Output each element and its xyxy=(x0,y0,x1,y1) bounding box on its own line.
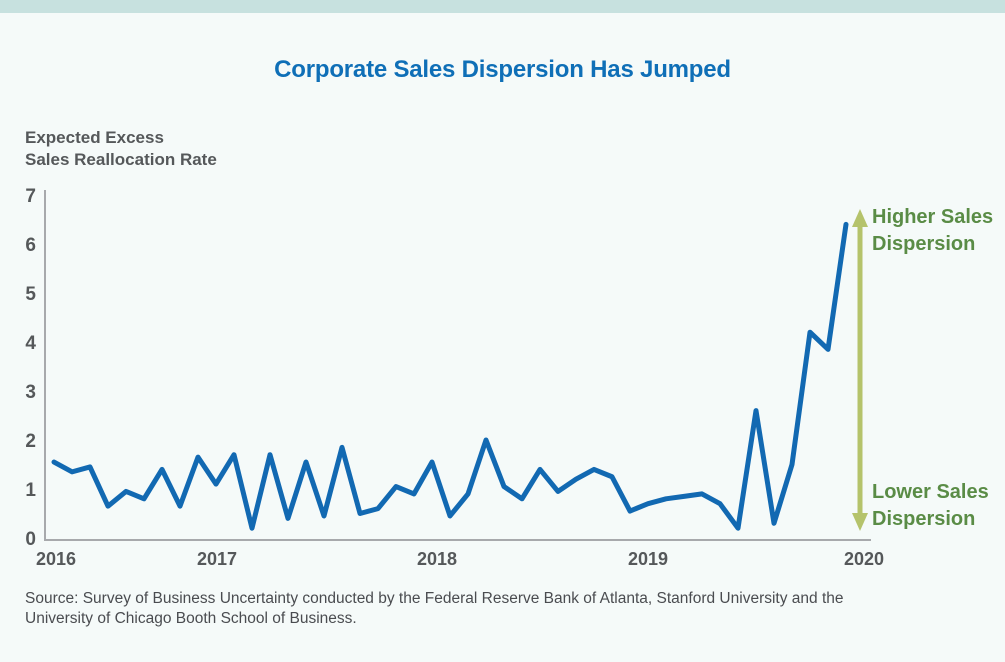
dispersion-arrow-up-head-icon xyxy=(852,209,868,227)
y-tick-label-3: 3 xyxy=(25,382,36,403)
y-tick-label-0: 0 xyxy=(25,529,36,550)
data-series-line xyxy=(51,221,849,531)
y-tick-label-7: 7 xyxy=(25,186,36,207)
x-tick-label-2016: 2016 xyxy=(36,549,76,569)
chart-title: Corporate Sales Dispersion Has Jumped xyxy=(274,56,731,83)
x-tick-label-2017: 2017 xyxy=(197,549,237,569)
y-axis-title-line2: Sales Reallocation Rate xyxy=(25,150,217,169)
x-tick-label-2019: 2019 xyxy=(628,549,668,569)
dispersion-arrow-down-head-icon xyxy=(852,513,868,531)
y-axis-title: Expected Excess Sales Reallocation Rate xyxy=(25,127,217,171)
annotation-lower-line1: Lower Sales xyxy=(872,481,989,503)
y-axis-title-line1: Expected Excess xyxy=(25,128,164,147)
annotation-higher-sales-dispersion: Higher Sales Dispersion xyxy=(872,204,993,258)
top-accent-bar xyxy=(0,0,1005,13)
source-line2: University of Chicago Booth School of Bu… xyxy=(25,610,357,627)
y-tick-label-1: 1 xyxy=(25,480,36,501)
y-tick-label-5: 5 xyxy=(25,284,36,305)
source-note: Source: Survey of Business Uncertainty c… xyxy=(25,589,925,629)
y-tick-label-4: 4 xyxy=(25,333,36,354)
annotation-lower-line2: Dispersion xyxy=(872,508,976,530)
source-line1: Source: Survey of Business Uncertainty c… xyxy=(25,590,844,607)
annotation-higher-line1: Higher Sales xyxy=(872,206,994,228)
x-tick-label-2018: 2018 xyxy=(417,549,457,569)
annotation-lower-sales-dispersion: Lower Sales Dispersion xyxy=(872,479,989,533)
y-tick-label-6: 6 xyxy=(25,235,36,256)
y-tick-label-2: 2 xyxy=(25,431,36,452)
x-tick-label-2020: 2020 xyxy=(844,549,884,569)
annotation-higher-line2: Dispersion xyxy=(872,233,976,255)
